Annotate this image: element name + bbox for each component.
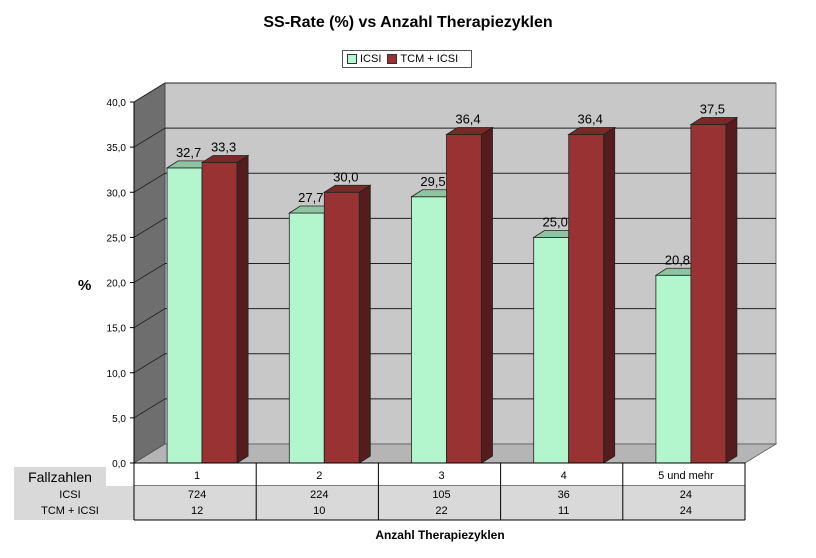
bar-tcm-icsi-top [445, 127, 494, 135]
table-cell: 11 [558, 505, 569, 517]
data-label-tcm-icsi: 36,4 [455, 111, 480, 126]
table-row-label: TCM + ICSI [41, 505, 99, 517]
legend-swatch-tcm-icsi [387, 54, 398, 64]
x-tick-label: 1 [194, 470, 200, 482]
y-tick-label: 0,0 [112, 459, 126, 470]
table-header-label: Fallzahlen [28, 469, 92, 485]
bar-tcm-icsi-side [358, 184, 371, 464]
y-tick-label: 40,0 [107, 98, 127, 109]
bar-tcm-icsi-side [603, 126, 616, 464]
bar-tcm-icsi-top [689, 117, 739, 125]
gridline-side [133, 308, 166, 328]
table-row-label: ICSI [59, 489, 80, 501]
table-cell: 24 [680, 505, 692, 517]
bar-icsi-front [533, 236, 570, 464]
y-tick-label: 10,0 [107, 369, 127, 380]
gridline-side [133, 172, 166, 193]
bar-icsi-front [166, 167, 203, 464]
y-axis-label: % [78, 277, 92, 294]
table-cell: 22 [435, 505, 447, 517]
data-label-tcm-icsi: 37,5 [700, 102, 725, 117]
data-label-icsi: 25,0 [543, 214, 568, 229]
data-label-tcm-icsi: 30,0 [333, 169, 358, 184]
table-cell: 10 [313, 505, 325, 517]
data-label-icsi: 20,8 [665, 252, 690, 267]
bar-tcm-icsi-front [690, 124, 727, 464]
bar-tcm-icsi-top [322, 184, 372, 193]
gridline-side [133, 263, 166, 283]
table-cell: 36 [558, 489, 570, 501]
bar-tcm-icsi-top [200, 155, 250, 163]
legend-swatch-icsi [347, 54, 357, 64]
bar-icsi-front [411, 196, 447, 464]
x-tick-label: 3 [438, 470, 444, 482]
data-label-icsi: 29,5 [420, 174, 445, 189]
table-body [14, 486, 745, 520]
legend-item-tcm-icsi: TCM + ICSI [387, 53, 458, 65]
legend: ICSI TCM + ICSI [342, 50, 472, 68]
y-tick-label: 5,0 [112, 414, 126, 425]
x-tick-label: 4 [561, 470, 567, 482]
x-axis-title: Anzahl Therapiezyklen [375, 528, 505, 542]
bar-tcm-icsi-side [236, 154, 249, 464]
y-tick-label: 20,0 [107, 279, 127, 290]
table-cell: 105 [432, 489, 450, 501]
gridline-side [133, 218, 166, 238]
bar-icsi-front [655, 274, 692, 464]
y-tick-label: 35,0 [107, 143, 127, 154]
table-cell: 724 [188, 489, 206, 501]
bar-tcm-icsi-side [725, 116, 738, 464]
table-corner-cell [14, 467, 106, 486]
data-label-icsi: 32,7 [176, 145, 201, 160]
legend-label-tcm-icsi: TCM + ICSI [400, 53, 459, 65]
legend-label-icsi: ICSI [360, 53, 382, 65]
bar-tcm-icsi-front [323, 191, 360, 464]
gridline-side [133, 353, 166, 374]
bar-tcm-icsi-top [567, 127, 617, 135]
gridline-side [133, 398, 166, 419]
table-cell: 224 [310, 489, 328, 501]
bar-tcm-icsi-front [568, 134, 605, 464]
data-label-icsi: 27,7 [298, 190, 323, 205]
bar-tcm-icsi-front [201, 162, 238, 464]
table-cell: 24 [680, 489, 692, 501]
gridline-side [133, 82, 166, 103]
x-tick-label: 2 [316, 470, 322, 482]
gridline-side [133, 127, 166, 148]
data-label-tcm-icsi: 36,4 [578, 111, 603, 126]
data-label-tcm-icsi: 33,3 [211, 139, 236, 154]
y-tick-label: 30,0 [107, 188, 127, 199]
bar-tcm-icsi-side [481, 126, 493, 464]
bar-icsi-front [288, 212, 325, 464]
legend-item-icsi: ICSI [347, 53, 381, 65]
table-cell: 12 [191, 505, 203, 517]
x-tick-label: 5 und mehr [658, 470, 714, 482]
chart-title: SS-Rate (%) vs Anzahl Therapiezyklen [263, 14, 553, 31]
bar-tcm-icsi-front [446, 134, 482, 464]
y-tick-label: 15,0 [107, 324, 127, 335]
y-tick-label: 25,0 [107, 233, 127, 244]
